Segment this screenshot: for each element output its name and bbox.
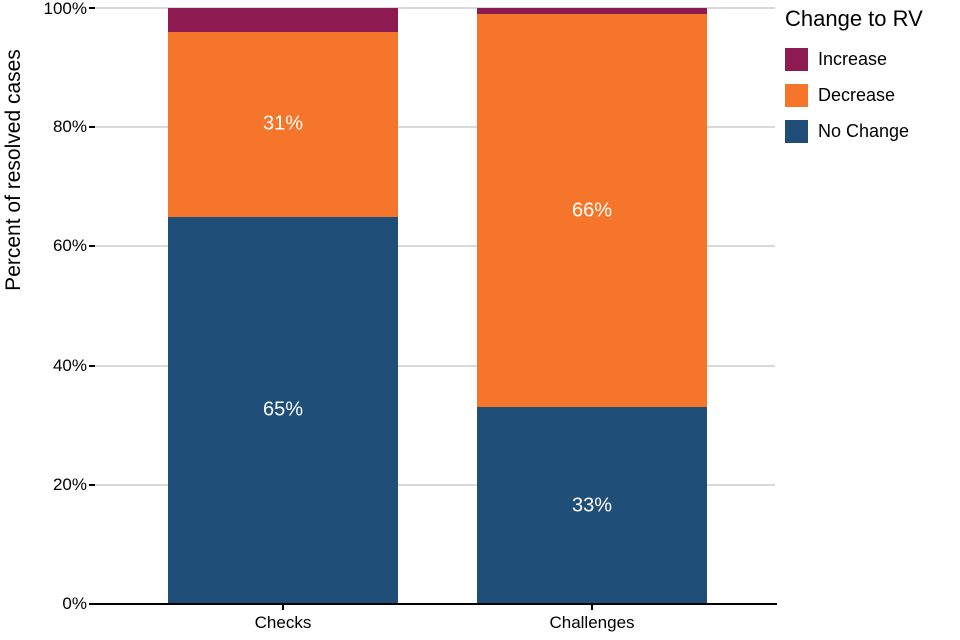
y-tick-label-40: 40% (52, 355, 87, 375)
y-tick-label-100: 100% (43, 0, 87, 18)
bar-segment-no-change-checks: 65% (168, 216, 398, 604)
gridline-40 (95, 364, 775, 367)
gridline-80 (95, 126, 775, 129)
bar-segment-label-decrease-challenges: 66% (571, 199, 613, 222)
y-tick-mark-0 (89, 603, 95, 605)
legend-label-no-change: No Change (818, 121, 910, 141)
y-tick-mark-40 (89, 364, 95, 367)
y-tick-mark-80 (89, 126, 95, 129)
y-tick-label-60: 60% (52, 236, 87, 256)
legend-item-decrease: Decrease (785, 84, 960, 107)
bar-segment-decrease-challenges: 66% (477, 13, 707, 408)
gridline-60 (95, 245, 775, 248)
y-tick-label-20: 20% (52, 474, 87, 494)
bar-segment-label-no-change-challenges: 33% (571, 494, 613, 517)
legend-title: Change to RV (785, 6, 923, 31)
x-tick-mark-challenges (591, 605, 593, 610)
y-tick-mark-60 (89, 245, 95, 248)
legend: Change to RV Increase Decrease No Change (785, 6, 960, 156)
y-axis-label: Percent of resolved cases (2, 49, 25, 291)
x-axis-line (95, 603, 777, 605)
x-tick-mark-checks (282, 605, 284, 610)
bar-segment-label-decrease-checks: 31% (262, 112, 304, 135)
y-tick-label-0: 0% (62, 594, 87, 613)
gridline-100 (95, 7, 775, 9)
bar-segment-increase-checks (168, 8, 398, 32)
y-tick-label-80: 80% (52, 117, 87, 137)
y-tick-mark-20 (89, 483, 95, 486)
legend-label-decrease: Decrease (818, 85, 896, 105)
x-tick-label-checks: Checks (254, 613, 312, 632)
bar-segment-label-no-change-checks: 65% (262, 398, 304, 421)
bar-segment-decrease-checks: 31% (168, 31, 398, 217)
bar-segment-increase-challenges (477, 8, 707, 14)
legend-item-increase: Increase (785, 48, 960, 71)
legend-label-increase: Increase (818, 49, 888, 69)
legend-swatch-increase (785, 48, 808, 71)
legend-items: Increase Decrease No Change (785, 48, 960, 143)
x-tick-label-challenges: Challenges (549, 613, 635, 632)
plot-area: 65% 31% 33% 66% (95, 7, 775, 604)
y-tick-mark-100 (89, 7, 95, 9)
gridline-20 (95, 483, 775, 486)
legend-swatch-decrease (785, 84, 808, 107)
legend-swatch-no-change (785, 120, 808, 143)
legend-item-no-change: No Change (785, 120, 960, 143)
bar-segment-no-change-challenges: 33% (477, 407, 707, 604)
